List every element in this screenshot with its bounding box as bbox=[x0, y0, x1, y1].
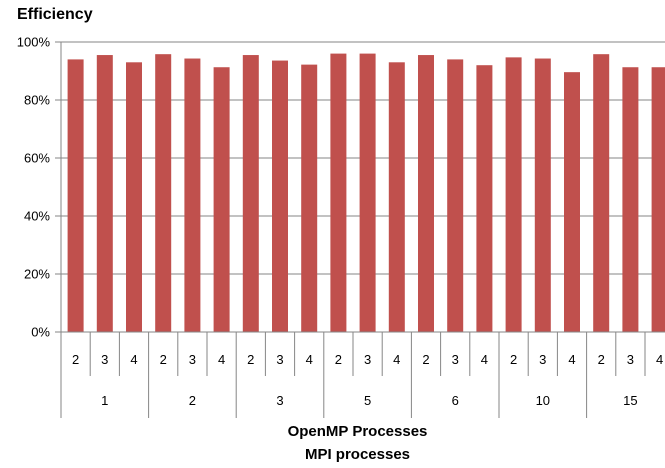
x-category-label: 4 bbox=[130, 352, 137, 367]
x-category-label: 3 bbox=[364, 352, 371, 367]
x-category-label: 3 bbox=[101, 352, 108, 367]
x-category-label: 4 bbox=[481, 352, 488, 367]
bar bbox=[651, 67, 665, 332]
bar bbox=[242, 55, 259, 333]
x-category-label: 2 bbox=[247, 352, 254, 367]
x-category-label: 4 bbox=[656, 352, 663, 367]
y-tick-label: 100% bbox=[17, 35, 51, 50]
x-category-label: 2 bbox=[160, 352, 167, 367]
bar bbox=[213, 67, 230, 332]
x-category-label: 2 bbox=[72, 352, 79, 367]
chart-title: Efficiency bbox=[17, 6, 93, 23]
x-category-label: 4 bbox=[306, 352, 313, 367]
bars bbox=[67, 53, 665, 333]
x-axis-title: OpenMP Processes bbox=[287, 423, 428, 440]
bar bbox=[184, 58, 201, 332]
x-category-label: 2 bbox=[510, 352, 517, 367]
x-group-label: 6 bbox=[452, 393, 459, 408]
bar bbox=[593, 54, 610, 333]
x-group-label: 15 bbox=[623, 393, 637, 408]
bar bbox=[359, 53, 376, 332]
bar bbox=[476, 65, 493, 332]
bar bbox=[155, 54, 172, 333]
x-category-label: 2 bbox=[422, 352, 429, 367]
x-category-label: 3 bbox=[539, 352, 546, 367]
x-group-label: 1 bbox=[101, 393, 108, 408]
y-tick-label: 40% bbox=[24, 209, 50, 224]
x-category-label: 3 bbox=[189, 352, 196, 367]
x-axis-title-2: MPI processes bbox=[304, 446, 411, 463]
bar bbox=[418, 55, 434, 333]
bar bbox=[622, 67, 639, 332]
x-group-label: 10 bbox=[536, 393, 550, 408]
x-category-label: 2 bbox=[335, 352, 342, 367]
x-category-label: 4 bbox=[393, 352, 400, 367]
bar bbox=[330, 53, 347, 332]
bar bbox=[388, 62, 405, 333]
y-tick-label: 20% bbox=[24, 267, 50, 282]
bar bbox=[447, 59, 464, 333]
tick-labels: 0% 20% 40% 60% 80% 100% 2 3 4 1 2 3 4 2 2 3 4 3 2 3 4 5 2 3 4 6 2 3… bbox=[17, 35, 663, 409]
y-tick-label: 80% bbox=[24, 93, 50, 108]
x-category-label: 4 bbox=[218, 352, 225, 367]
bar bbox=[67, 59, 84, 333]
bar bbox=[564, 72, 580, 332]
y-tick-label: 0% bbox=[31, 325, 50, 340]
axes bbox=[55, 41, 665, 418]
x-category-label: 2 bbox=[598, 352, 605, 367]
x-group-label: 3 bbox=[276, 393, 283, 408]
bar bbox=[126, 62, 142, 333]
x-group-label: 2 bbox=[189, 393, 196, 408]
x-category-label: 3 bbox=[627, 352, 634, 367]
bar bbox=[534, 58, 551, 332]
x-category-label: 3 bbox=[276, 352, 283, 367]
bar bbox=[96, 55, 113, 333]
bar bbox=[301, 64, 318, 333]
x-group-label: 5 bbox=[364, 393, 371, 408]
y-tick-label: 60% bbox=[24, 151, 50, 166]
x-category-label: 4 bbox=[568, 352, 575, 367]
bar bbox=[505, 57, 522, 333]
x-category-label: 3 bbox=[452, 352, 459, 367]
bar bbox=[272, 60, 288, 333]
